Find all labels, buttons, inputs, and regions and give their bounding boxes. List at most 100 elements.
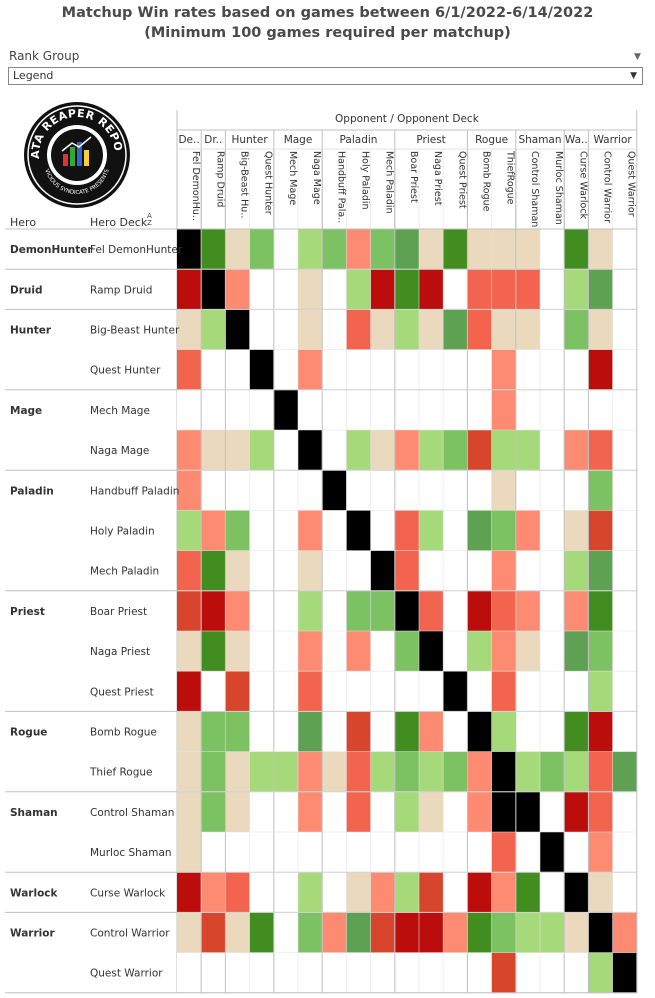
heatmap-cell bbox=[177, 671, 202, 712]
heatmap-cell bbox=[225, 832, 250, 873]
heatmap-cell bbox=[298, 550, 323, 592]
heatmap-cell bbox=[370, 470, 396, 511]
heatmap-cell bbox=[322, 229, 347, 270]
heatmap-cell bbox=[612, 791, 638, 833]
hero-group-label: Warrior bbox=[10, 928, 55, 940]
heatmap-cell bbox=[491, 590, 517, 632]
column-deck-label: Mech Paladin bbox=[384, 151, 395, 214]
heatmap-cell bbox=[588, 349, 613, 391]
heatmap-cell bbox=[540, 872, 565, 913]
hero-group-label: Druid bbox=[10, 284, 42, 296]
heatmap-cell bbox=[467, 791, 492, 833]
heatmap-cell bbox=[273, 631, 299, 672]
heatmap-cell bbox=[419, 269, 444, 310]
heatmap-cell bbox=[443, 872, 468, 913]
heatmap-cell bbox=[298, 631, 323, 672]
heatmap-cell bbox=[419, 912, 444, 953]
heatmap-cell bbox=[540, 590, 565, 632]
heatmap-cell bbox=[298, 590, 323, 632]
rank-group-collapse-icon[interactable]: ▼ bbox=[634, 52, 641, 62]
column-deck-label: Bomb Rogue bbox=[481, 151, 492, 212]
heatmap-cell bbox=[612, 832, 638, 873]
heatmap-cell bbox=[322, 832, 347, 873]
heatmap-cell bbox=[467, 912, 492, 953]
heatmap-cell bbox=[515, 470, 541, 511]
heatmap-cell bbox=[177, 349, 202, 391]
heatmap-cell bbox=[419, 470, 444, 511]
heatmap-cell bbox=[298, 349, 323, 391]
heatmap-cell bbox=[298, 711, 323, 752]
heatmap-cell bbox=[588, 912, 613, 953]
heatmap-cell bbox=[225, 470, 250, 511]
heatmap-cell bbox=[515, 309, 541, 350]
hero-deck-label: Mech Mage bbox=[90, 405, 150, 417]
hero-deck-label: Bomb Rogue bbox=[90, 727, 157, 739]
heatmap-cell bbox=[273, 711, 299, 752]
heatmap-cell bbox=[612, 430, 638, 471]
chart-title: Matchup Win rates based on games between… bbox=[61, 5, 594, 21]
heatmap-cell bbox=[419, 389, 444, 431]
hero-column-header: Hero bbox=[10, 216, 37, 229]
heatmap-cell bbox=[443, 430, 468, 471]
heatmap-cell bbox=[273, 269, 299, 310]
heatmap-cell bbox=[322, 590, 347, 632]
hero-group-label: Warlock bbox=[10, 887, 59, 899]
heatmap-cell bbox=[346, 590, 371, 632]
column-group-label: Wa.. bbox=[565, 134, 588, 146]
hero-group-label: Rogue bbox=[10, 727, 47, 739]
heatmap-cell bbox=[491, 229, 517, 270]
heatmap-cell bbox=[225, 269, 250, 310]
heatmap-cell bbox=[225, 952, 250, 994]
hero-deck-label: Murloc Shaman bbox=[90, 847, 172, 859]
hero-deck-label: Naga Priest bbox=[90, 646, 150, 658]
heatmap-cell bbox=[491, 952, 517, 994]
column-deck-label: Boar Priest bbox=[408, 151, 419, 203]
heatmap-cell bbox=[491, 430, 517, 471]
column-deck-label: Ramp Druid bbox=[214, 151, 225, 207]
heatmap-cell bbox=[612, 671, 638, 712]
heatmap-cell bbox=[177, 791, 202, 833]
heatmap-cell bbox=[322, 470, 347, 511]
hero-deck-label: Naga Mage bbox=[90, 445, 149, 457]
heatmap-cell bbox=[564, 751, 589, 793]
column-group-label: Priest bbox=[416, 134, 445, 146]
heatmap-cell bbox=[273, 791, 299, 833]
heatmap-cell bbox=[540, 751, 565, 793]
heatmap-cell bbox=[346, 349, 371, 391]
heatmap-cell bbox=[322, 430, 347, 471]
heatmap-cell bbox=[419, 510, 444, 551]
column-deck-label: Quest Warrior bbox=[626, 151, 637, 217]
heatmap-cell bbox=[564, 229, 589, 270]
heatmap-cell bbox=[564, 510, 589, 551]
heatmap-cell bbox=[540, 912, 565, 953]
rank-group-dropdown[interactable]: Legend ▼ bbox=[8, 67, 643, 85]
heatmap-cell bbox=[394, 671, 420, 712]
heatmap-cell bbox=[443, 751, 468, 793]
heatmap-cell bbox=[225, 791, 250, 833]
heatmap-cell bbox=[201, 349, 226, 391]
heatmap-cell bbox=[346, 470, 371, 511]
heatmap-cell bbox=[225, 389, 250, 431]
heatmap-cell bbox=[467, 269, 492, 310]
heatmap-cell bbox=[419, 872, 444, 913]
heatmap-cell bbox=[201, 229, 226, 270]
heatmap-cell bbox=[443, 349, 468, 391]
heatmap-cell bbox=[370, 550, 396, 592]
heatmap-cell bbox=[515, 430, 541, 471]
heatmap-cell bbox=[273, 470, 299, 511]
heatmap-cell bbox=[612, 229, 638, 270]
hero-deck-label: Holy Paladin bbox=[90, 526, 155, 538]
heatmap-cell bbox=[443, 912, 468, 953]
heatmap-cell bbox=[467, 751, 492, 793]
hero-group-label: Hunter bbox=[10, 325, 52, 337]
heatmap-cell bbox=[177, 470, 202, 511]
heatmap-cell bbox=[443, 269, 468, 310]
heatmap-cell bbox=[564, 912, 589, 953]
heatmap-cell bbox=[515, 550, 541, 592]
heatmap-cell bbox=[467, 389, 492, 431]
heatmap-cell bbox=[322, 510, 347, 551]
heatmap-cell bbox=[225, 550, 250, 592]
heatmap-cell bbox=[370, 510, 396, 551]
